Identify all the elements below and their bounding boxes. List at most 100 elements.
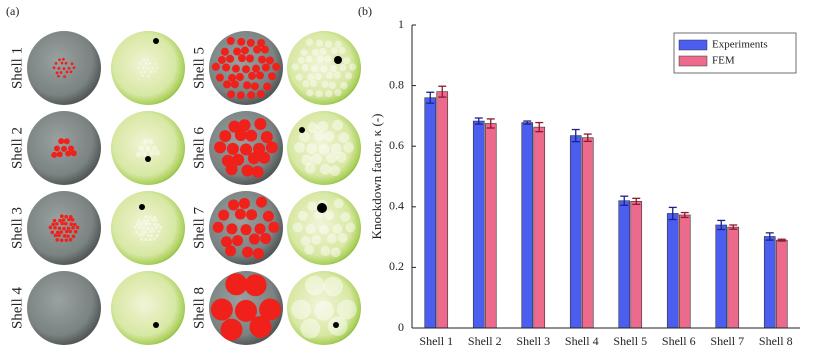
defect xyxy=(59,238,64,243)
defect xyxy=(62,57,65,61)
dimple xyxy=(153,70,156,73)
defect xyxy=(234,129,247,142)
dimple xyxy=(141,74,145,78)
dimple xyxy=(146,233,151,238)
legend-box xyxy=(673,32,797,74)
dimple xyxy=(137,66,140,70)
dimple xyxy=(142,219,146,223)
dimple xyxy=(137,219,141,223)
y-tick-label: 0.4 xyxy=(389,199,404,213)
defect xyxy=(68,145,75,152)
green-shell xyxy=(111,191,185,265)
dimple xyxy=(301,63,309,72)
defect xyxy=(252,64,261,73)
dimple xyxy=(309,79,318,88)
defect xyxy=(237,37,246,46)
defect xyxy=(66,226,71,231)
dimple xyxy=(298,131,310,143)
error-bar xyxy=(668,206,677,221)
defect xyxy=(260,131,273,144)
defect xyxy=(227,90,236,99)
defect xyxy=(55,238,60,242)
defect xyxy=(69,214,73,219)
shell-label: Shell 2 xyxy=(9,127,25,169)
dimple xyxy=(334,89,342,97)
dimple xyxy=(340,82,348,90)
defect xyxy=(55,230,60,235)
dimple xyxy=(141,151,147,157)
defect xyxy=(64,61,68,65)
bar xyxy=(533,126,546,329)
dimple xyxy=(138,233,142,237)
bar xyxy=(630,201,643,329)
bar xyxy=(666,213,679,329)
defect xyxy=(232,153,245,166)
defect xyxy=(71,234,76,239)
defect xyxy=(75,225,80,230)
dimple xyxy=(314,300,334,321)
error-bar xyxy=(571,128,580,143)
dimple xyxy=(151,145,158,152)
dimple xyxy=(151,67,155,70)
shell-label: Shell 8 xyxy=(191,287,207,329)
x-tick-label: Shell 3 xyxy=(516,334,550,348)
error-bar xyxy=(523,120,532,125)
dimple xyxy=(300,318,321,339)
defect xyxy=(67,217,71,222)
defect xyxy=(255,196,267,208)
defect xyxy=(225,273,248,296)
x-tick-label: Shell 4 xyxy=(565,334,599,348)
defect xyxy=(70,62,74,66)
dimple xyxy=(151,218,155,222)
dimple xyxy=(314,72,322,81)
dimple xyxy=(333,71,341,79)
defect xyxy=(242,65,250,74)
defect xyxy=(263,82,272,91)
dimple xyxy=(144,215,148,219)
defect xyxy=(52,218,57,223)
defect xyxy=(256,90,265,99)
dimple xyxy=(305,223,316,234)
defect xyxy=(228,199,240,211)
dimple xyxy=(306,143,317,155)
dimple xyxy=(142,58,146,62)
y-tick-label: 0 xyxy=(398,320,404,334)
dimple xyxy=(146,58,149,61)
dimple xyxy=(304,162,316,174)
defect xyxy=(260,45,269,54)
defect xyxy=(73,229,78,234)
error-bar xyxy=(474,117,483,125)
defect xyxy=(50,230,55,235)
dimple xyxy=(145,146,151,152)
legend-swatch xyxy=(678,39,708,51)
defect xyxy=(258,151,271,164)
dimple xyxy=(349,63,357,71)
dimple xyxy=(148,62,152,65)
dimple xyxy=(311,235,321,245)
error-bar xyxy=(583,133,592,143)
dimple xyxy=(313,130,325,142)
defect xyxy=(61,218,66,222)
x-tick-label: Shell 2 xyxy=(468,334,502,348)
green-shell xyxy=(287,191,361,265)
legend-swatch xyxy=(678,55,708,67)
dimple xyxy=(145,218,150,223)
defect xyxy=(64,229,69,234)
defect xyxy=(232,235,244,247)
defect xyxy=(53,145,60,152)
dimple xyxy=(305,55,313,63)
defect xyxy=(48,225,53,230)
defect xyxy=(235,299,257,322)
dimple xyxy=(148,229,153,233)
defect xyxy=(60,221,64,226)
defect xyxy=(53,233,58,238)
defect xyxy=(257,39,266,48)
dimple xyxy=(304,275,325,296)
legend-label: FEM xyxy=(712,55,735,67)
defect xyxy=(63,75,66,79)
dimple xyxy=(137,226,142,230)
defect xyxy=(220,47,229,56)
defect xyxy=(223,80,232,89)
defect xyxy=(251,165,264,178)
marker xyxy=(139,204,145,210)
